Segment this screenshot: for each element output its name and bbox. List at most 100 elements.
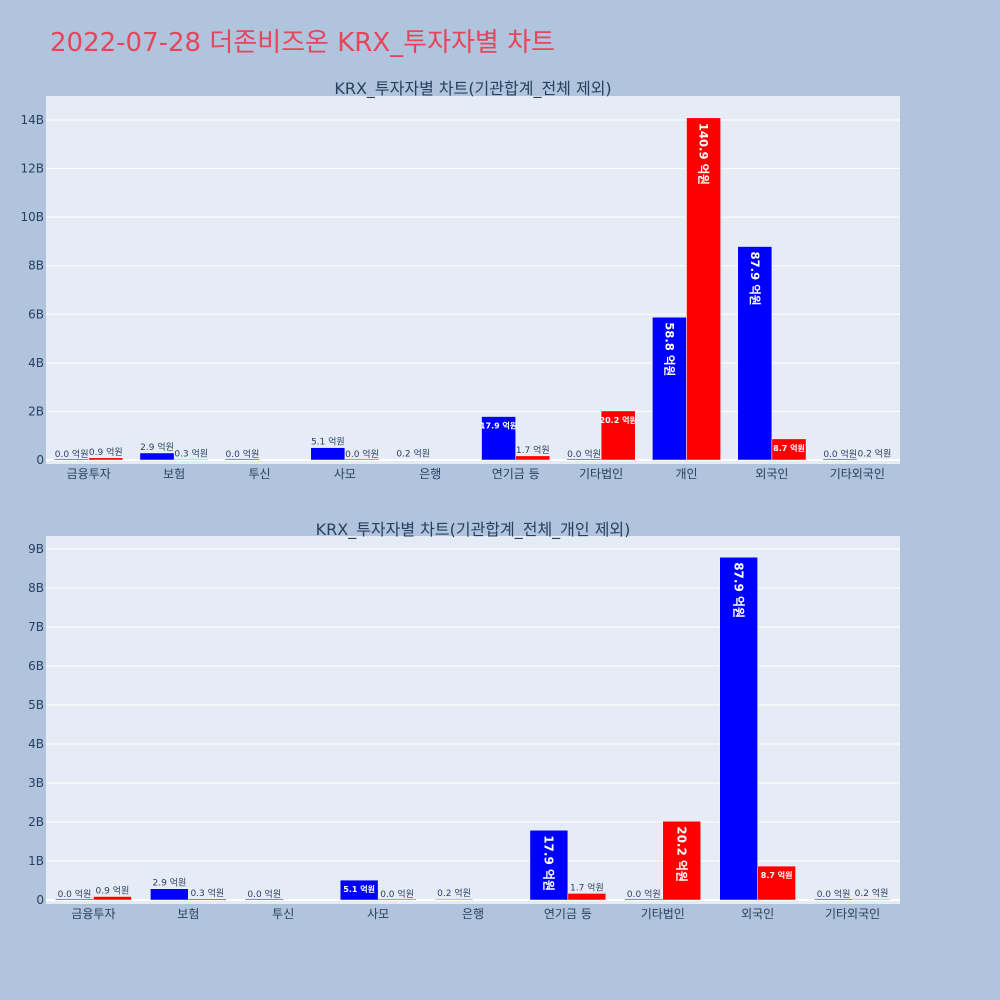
y-tick-label: 5B [28, 698, 44, 712]
y-tick-label: 7B [28, 620, 44, 634]
data-label: 87.9 억원 [748, 252, 762, 306]
data-label: 2.9 억원 [152, 877, 186, 889]
chart-1: KRX_투자자별 차트(기관합계_전체 제외) 0 2B 4B 6B 8B 10B 12B 14… [20, 79, 900, 481]
data-label: 0.0 억원 [226, 448, 260, 460]
y-tick-label: 6B [28, 307, 44, 321]
bar [225, 459, 260, 460]
data-label: 17.9 억원 [480, 421, 517, 431]
y-tick-label: 8B [28, 581, 44, 595]
x-tick-label: 외국인 [755, 467, 788, 481]
bar [529, 829, 569, 901]
data-label: 1.7 억원 [516, 444, 550, 456]
data-label: 0.0 억원 [823, 448, 857, 460]
data-label: 8.7 억원 [761, 870, 793, 880]
data-label: 58.8 억원 [662, 322, 676, 376]
data-label: 0.0 억원 [567, 448, 601, 460]
data-label: 0.9 억원 [96, 884, 130, 896]
chart-2: KRX_투자자별 차트(기관합계_전체_개인 제외) 0 1B 2B 3B 4B 5B 6B 7… [28, 520, 900, 921]
x-tick-label: 투신 [272, 907, 294, 921]
bar [823, 459, 858, 460]
x-tick-label: 연기금 등 [544, 907, 592, 921]
y-tick-label: 12B [20, 162, 44, 176]
y-tick-label: 1B [28, 854, 44, 868]
bar [88, 457, 124, 461]
page-title: 2022-07-28 더존비즈온 KRX_투자자별 차트 [50, 28, 555, 58]
data-label: 2.9 억원 [140, 441, 174, 453]
y-tick-label: 10B [20, 210, 44, 224]
bar [245, 899, 284, 900]
x-tick-label: 기타외국인 [825, 907, 880, 921]
x-tick-label: 사모 [367, 907, 389, 921]
bar [567, 893, 607, 901]
data-label: 0.0 억원 [817, 888, 851, 900]
data-label: 0.2 억원 [858, 448, 892, 460]
bar [652, 316, 687, 461]
x-tick-label: 연기금 등 [492, 467, 540, 481]
y-tick-label: 9B [28, 542, 44, 556]
data-label: 0.0 억원 [247, 888, 281, 900]
bar [55, 899, 94, 900]
x-tick-label: 개인 [675, 467, 697, 481]
bar [188, 898, 227, 901]
data-label: 0.0 억원 [627, 888, 661, 900]
bar [481, 416, 516, 461]
bar [737, 246, 773, 461]
bar [771, 438, 807, 461]
data-label: 0.2 억원 [437, 887, 471, 899]
y-tick-label: 8B [28, 259, 44, 273]
y-tick-label: 0 [36, 453, 44, 467]
x-tick-label: 사모 [334, 467, 356, 481]
data-label: 0.3 억원 [190, 887, 224, 899]
x-tick-label: 은행 [462, 906, 484, 921]
chart-title: KRX_투자자별 차트(기관합계_전체_개인 제외) [316, 520, 631, 540]
y-tick-label: 4B [28, 356, 44, 370]
bar [310, 447, 346, 461]
x-tick-label: 기타외국인 [830, 467, 885, 481]
data-label: 5.1 억원 [311, 436, 345, 448]
data-label: 0.0 억원 [55, 448, 89, 460]
x-tick-label: 투신 [248, 467, 270, 481]
x-tick-label: 기타법인 [579, 467, 623, 481]
bar [624, 899, 663, 900]
bar [515, 455, 551, 461]
data-label: 17.9 억원 [542, 835, 556, 891]
data-label: 0.2 억원 [855, 887, 889, 899]
bar [719, 556, 758, 901]
data-label: 140.9 억원 [697, 123, 711, 185]
y-tick-label: 6B [28, 659, 44, 673]
y-tick-label: 3B [28, 776, 44, 790]
bar [150, 888, 189, 901]
data-label: 0.9 억원 [89, 446, 123, 458]
chart-title: KRX_투자자별 차트(기관합계_전체 제외) [334, 79, 611, 99]
x-tick-label: 금융투자 [67, 467, 111, 481]
data-label: 0.3 억원 [174, 447, 208, 459]
data-label: 0.0 억원 [345, 448, 379, 460]
bar [566, 459, 602, 460]
bar [378, 899, 417, 900]
x-tick-label: 외국인 [741, 907, 774, 921]
x-tick-label: 금융투자 [71, 907, 115, 921]
data-label: 0.0 억원 [58, 888, 92, 900]
bar [173, 459, 209, 461]
data-label: 20.2 억원 [675, 826, 689, 882]
data-label: 0.0 억원 [380, 888, 414, 900]
data-label: 87.9 억원 [731, 562, 745, 618]
x-tick-label: 보험 [177, 907, 199, 921]
y-tick-label: 14B [20, 113, 44, 127]
bar [852, 898, 891, 901]
x-tick-label: 은행 [419, 466, 441, 481]
bar [600, 410, 636, 461]
data-label: 20.2 억원 [600, 415, 637, 425]
y-tick-label: 4B [28, 737, 44, 751]
x-tick-label: 보험 [163, 467, 185, 481]
y-tick-label: 2B [28, 404, 44, 418]
data-label: 5.1 억원 [343, 884, 375, 894]
bar [757, 865, 796, 901]
bar [139, 452, 175, 461]
bar [339, 879, 379, 901]
y-tick-label: 2B [28, 815, 44, 829]
bar [662, 820, 701, 901]
bar [93, 896, 132, 901]
data-label: 0.2 억원 [396, 448, 430, 460]
